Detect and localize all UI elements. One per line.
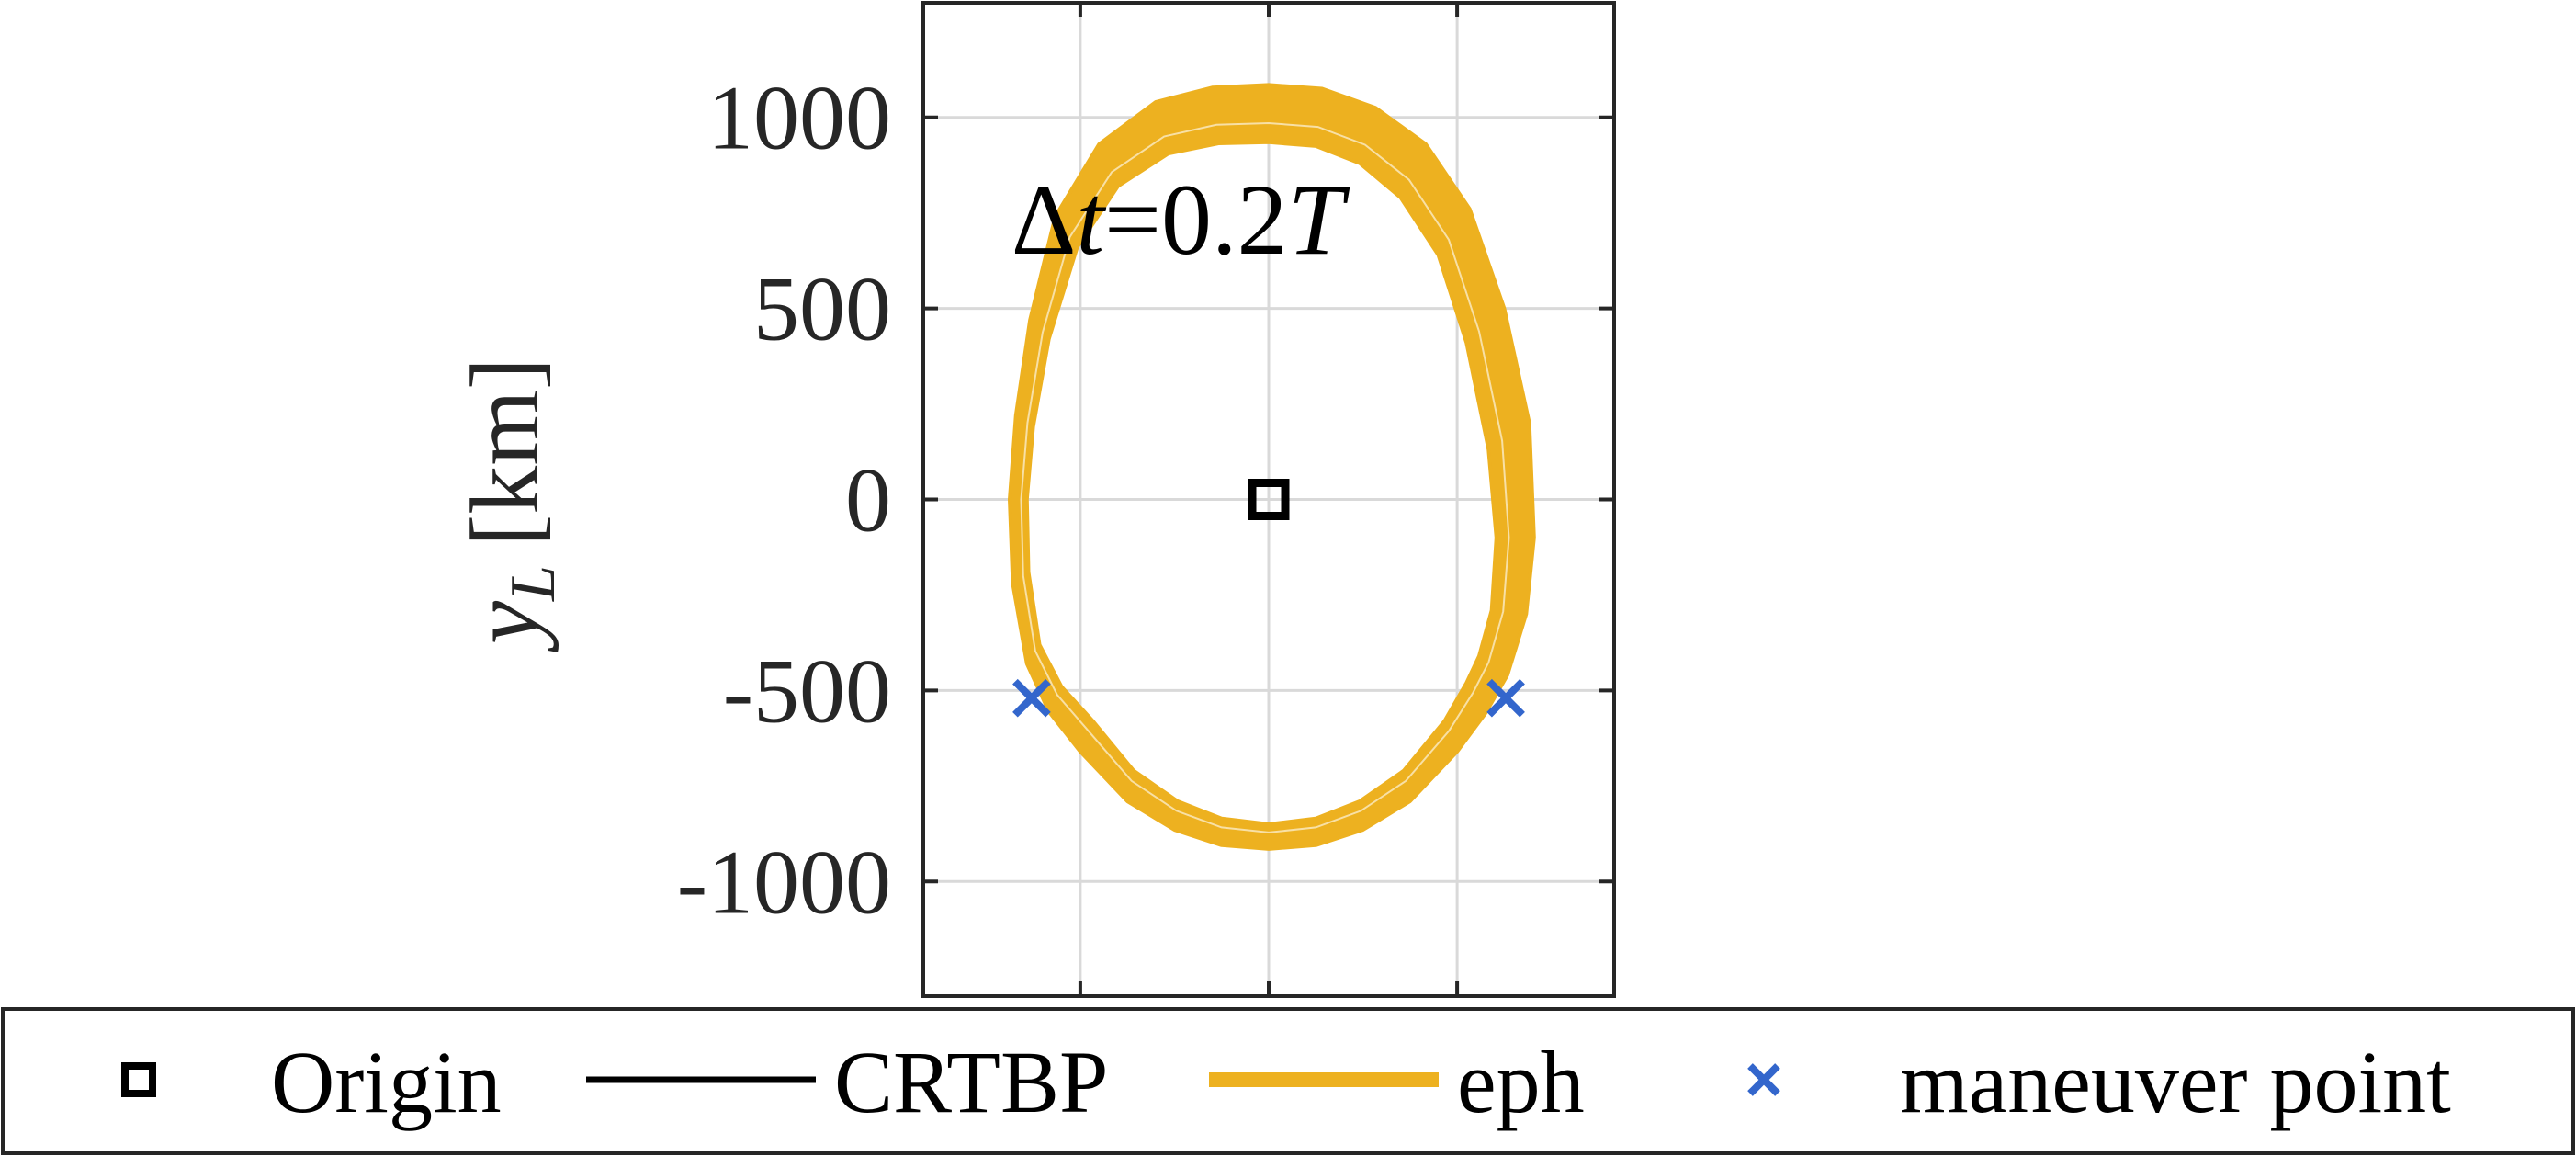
legend-origin-swatch xyxy=(121,1062,156,1097)
y-axis-label-variable: y xyxy=(451,600,559,652)
annotation-delta: Δ xyxy=(1011,164,1077,276)
legend-maneuver-swatch xyxy=(1747,1063,1780,1096)
legend-entry-maneuver-point: maneuver point xyxy=(1900,1033,2451,1131)
marker-stroke-b xyxy=(1012,678,1051,718)
annotation-value: =0.2 xyxy=(1104,164,1288,276)
marker-stroke-b xyxy=(1486,678,1525,718)
y-axis-label-text: yL [km] xyxy=(451,357,569,652)
series-eph-band xyxy=(1008,83,1536,851)
time-annotation-text: Δt=0.2T xyxy=(1011,164,1350,276)
y-axis-label-subscript: L xyxy=(498,565,569,602)
annotation-variable: t xyxy=(1076,164,1106,276)
series-eph-filament xyxy=(1020,121,1510,833)
series-maneuver-point-marker-1 xyxy=(1486,678,1525,718)
legend-entry-origin: Origin xyxy=(271,1033,502,1131)
series-maneuver-point-marker-0 xyxy=(1012,678,1051,718)
legend: Origin CRTBP eph maneuver point xyxy=(1,1007,2575,1155)
series-origin-marker-0 xyxy=(1248,479,1290,520)
y-tick-label-3: -500 xyxy=(723,640,891,742)
annotation-unit: T xyxy=(1288,164,1350,276)
legend-entry-eph: eph xyxy=(1457,1033,1585,1131)
legend-entry-crtbp: CRTBP xyxy=(834,1033,1108,1131)
y-tick-label-4: -1000 xyxy=(677,831,891,933)
plot-area: 1000 500 0 -500 -1000 xyxy=(677,1,1616,998)
y-axis-label: yL [km] xyxy=(451,357,569,652)
time-annotation: Δt=0.2T xyxy=(1011,164,1350,276)
y-axis-label-unit: [km] xyxy=(451,357,559,547)
y-tick-label-2: 0 xyxy=(845,449,891,551)
y-tick-label-1: 500 xyxy=(753,258,891,360)
y-tick-label-0: 1000 xyxy=(707,67,891,169)
